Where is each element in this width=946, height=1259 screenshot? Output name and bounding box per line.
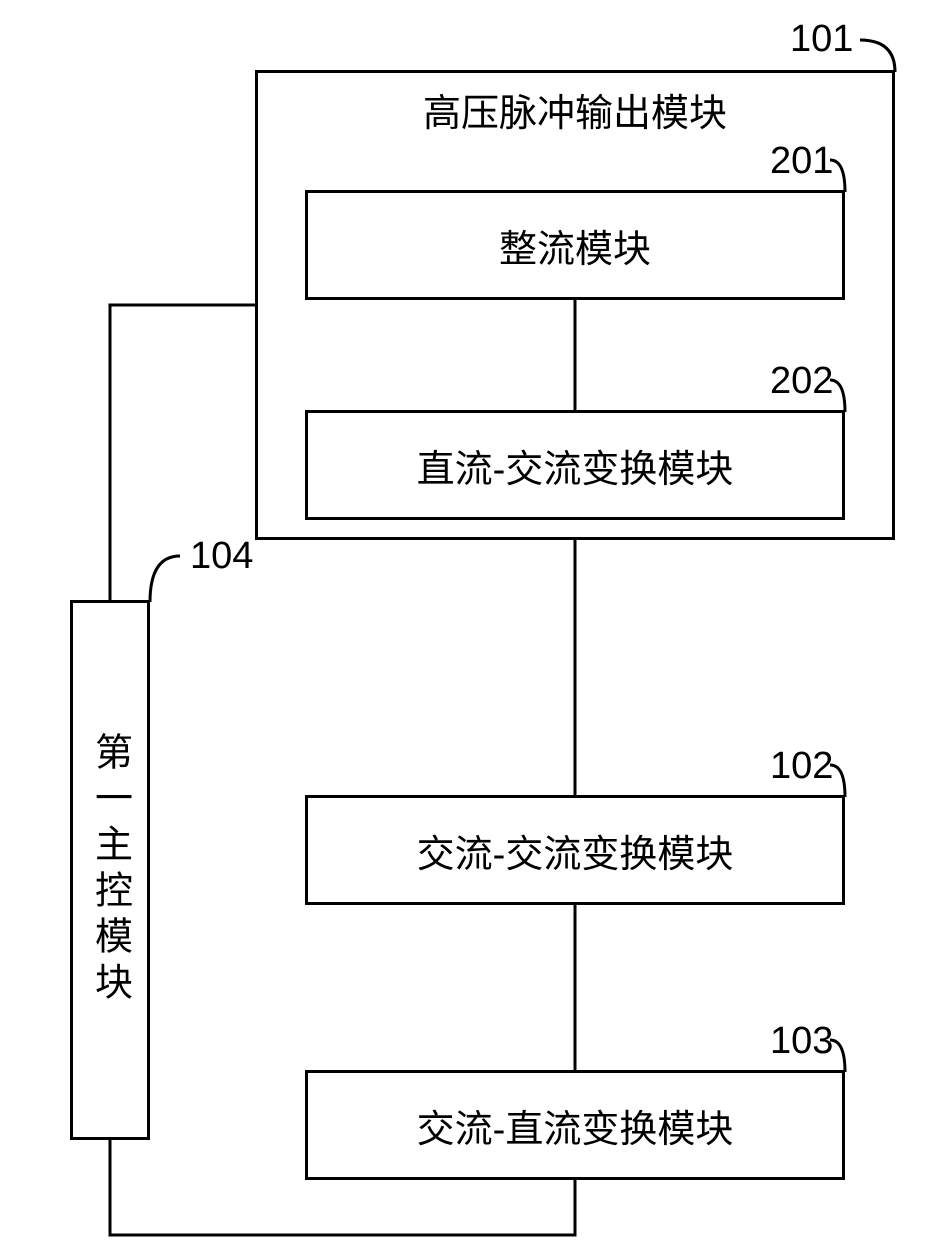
leader-102	[830, 765, 845, 797]
connectors-svg	[0, 0, 946, 1259]
leader-104	[150, 556, 180, 602]
leader-202	[830, 380, 845, 412]
conn-104-103	[110, 1140, 575, 1235]
leader-201	[830, 160, 845, 192]
conn-104-outer	[110, 305, 255, 600]
leader-101	[860, 40, 895, 72]
leader-103	[830, 1040, 845, 1072]
